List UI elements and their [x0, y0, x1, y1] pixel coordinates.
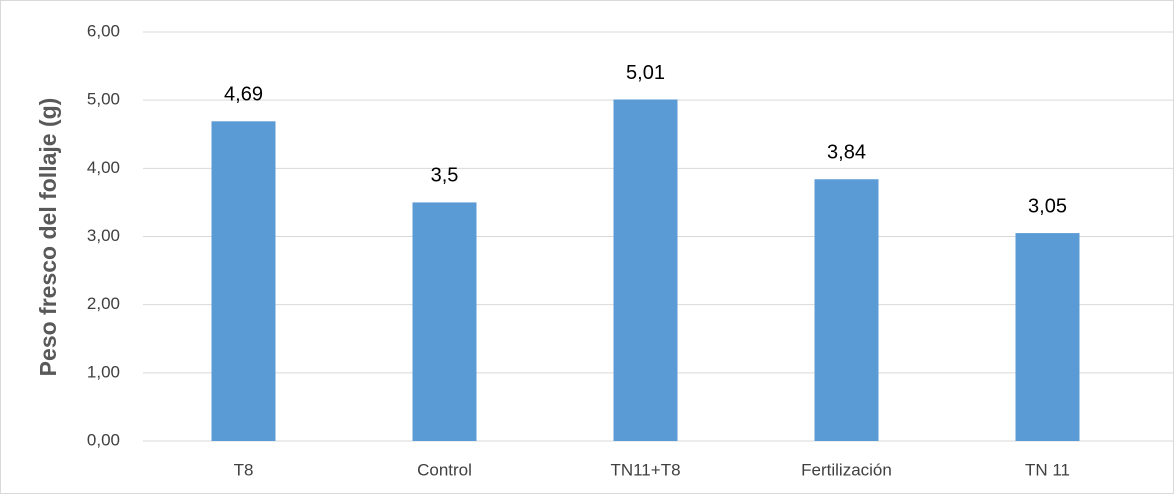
bar: [814, 179, 879, 442]
x-tick-label: TN 11: [1025, 460, 1070, 479]
y-tick-label: 4,00: [87, 158, 120, 177]
x-tick-label: T8: [234, 460, 254, 479]
bar: [211, 121, 276, 441]
bar: [613, 99, 678, 442]
y-tick-label: 6,00: [87, 21, 120, 40]
x-tick-label: TN11+T8: [610, 460, 680, 479]
bar: [1015, 233, 1080, 441]
y-tick-label: 2,00: [87, 294, 120, 313]
y-tick-label: 5,00: [87, 90, 120, 109]
value-label: 4,69: [224, 84, 263, 106]
x-tick-label: Control: [417, 460, 472, 479]
x-tick-label: Fertilización: [801, 460, 892, 479]
value-label: 3,05: [1028, 195, 1067, 217]
bar: [412, 202, 477, 441]
y-tick-label: 0,00: [87, 430, 120, 449]
value-label: 3,84: [827, 142, 866, 164]
value-label: 3,5: [431, 165, 459, 187]
y-axis-title: Peso fresco del follaje (g): [35, 98, 61, 377]
value-label: 5,01: [626, 62, 665, 84]
y-tick-label: 3,00: [87, 226, 120, 245]
y-tick-label: 1,00: [87, 362, 120, 381]
